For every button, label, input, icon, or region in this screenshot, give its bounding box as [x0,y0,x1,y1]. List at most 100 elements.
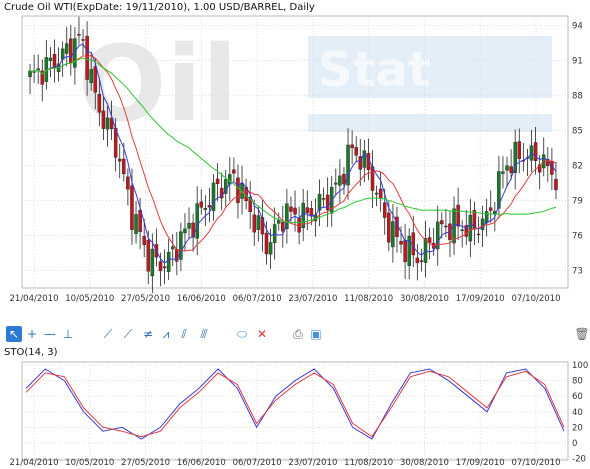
horizontal-line-icon[interactable]: — [44,327,56,341]
candle-body [281,222,285,232]
trend-line-icon[interactable]: ⟋ [103,327,113,341]
price-x-tick-label: 21/04/2010 [10,294,59,304]
candle-body [69,38,73,64]
sto-x-tick-label: 30/08/2010 [400,458,449,468]
candle-body [150,248,155,277]
candle-body [183,228,187,234]
candle-body [334,182,338,185]
candle-body [403,239,407,263]
candle-body [126,176,130,190]
drawing-toolbar: ↖ + — ⊥ ⟋ ⟋ ≠ ⩘ ⫽ ⫻ ⬭ ✕ ⎙ ▣ 🗑 [0,326,590,342]
candle-body [488,207,493,211]
candle-body [179,231,183,260]
delete-icon[interactable]: ✕ [256,327,268,341]
price-x-tick-label: 23/07/2010 [288,294,337,304]
candle-body [203,207,208,210]
sto-y-tick-label: 80 [572,377,583,387]
price-plot-frame [21,15,569,289]
candle-body [85,35,89,80]
watermark-stat-bg [308,36,552,98]
candle-body [101,110,106,129]
trash-icon[interactable]: 🗑 [574,327,590,341]
candle-body [346,144,350,186]
ma-mid-line [29,54,557,252]
candle-body [117,158,122,162]
chart-title: Crude Oil WTI(ExpDate: 19/11/2010), 1.00… [4,2,315,13]
candle-body [142,236,146,245]
candle-body [305,207,310,214]
candle-body [232,169,236,174]
price-x-tick-label: 06/07/2010 [233,294,282,304]
sto-y-tick-label: 20 [572,423,583,433]
save-icon[interactable]: ▣ [310,327,322,341]
candle-body [407,235,411,266]
comment-icon[interactable]: ⬭ [236,327,248,341]
sto-x-tick-label: 23/07/2010 [288,458,337,468]
candle-body [207,205,212,208]
candle-body [358,156,363,170]
candle-body [187,222,191,229]
candle-body [105,117,110,130]
sto-x-tick-label: 11/08/2010 [344,458,393,468]
price-x-tick-label: 17/09/2010 [456,294,505,304]
candle-body [293,207,297,215]
candle-body [456,204,460,227]
candle-body [260,217,265,235]
sto-plot-frame [21,361,569,461]
fibonacci-icon[interactable]: ⫽ [181,327,187,341]
sto-y-tick-label: 60 [572,392,583,402]
candle-body [138,209,142,233]
candle-body [81,39,85,41]
candle-body [64,43,69,54]
sto-title: STO(14, 3) [4,347,58,358]
candle-body [354,147,358,156]
channel-icon[interactable]: ≠ [142,327,154,341]
sto-x-tick-label: 27/05/2010 [121,458,170,468]
fan-icon[interactable]: ⩘ [162,327,170,341]
cursor-icon[interactable]: ↖ [6,326,22,342]
print-icon[interactable]: ⎙ [293,327,303,341]
candle-body [338,175,342,186]
candle-body [256,215,261,230]
candle-body [276,220,281,224]
sto-x-tick-label: 17/09/2010 [456,458,505,468]
candle-body [505,165,509,171]
candle-body [362,150,367,168]
price-y-tick-label: 85 [572,126,583,136]
candle-body [211,182,216,211]
candle-body [484,211,489,224]
crosshair-icon[interactable]: + [26,327,38,341]
vertical-line-icon[interactable]: ⊥ [62,327,74,341]
candle-body [146,239,151,272]
sto-x-tick-label: 10/05/2010 [65,458,114,468]
price-x-tick-label: 27/05/2010 [121,294,170,304]
candle-body [533,142,538,162]
candle-body [537,164,542,173]
candle-body [391,221,395,248]
candle-body [325,194,330,210]
price-y-tick-label: 79 [572,196,583,206]
watermark-stat: Stat [318,42,431,98]
candle-body [48,57,53,62]
fibonacci-fan-icon[interactable]: ⫻ [200,327,208,341]
candle-body [501,171,505,174]
candle-body [122,158,126,175]
sto-y-tick-label: 0 [572,439,577,449]
candle-body [191,222,195,238]
candle-body [497,171,501,209]
ray-icon[interactable]: ⟋ [123,327,133,341]
candle-body [350,144,354,149]
candle-body [399,241,403,245]
candle-body [134,214,138,234]
candle-body [480,218,485,230]
candle-body [415,257,420,264]
candle-body [419,260,424,262]
candle-body [460,229,464,232]
candle-body [170,246,175,250]
watermark-bar [308,114,552,132]
candle-body [158,261,163,271]
sto-x-tick-label: 16/06/2010 [177,458,226,468]
price-y-tick-label: 88 [572,91,583,101]
candle-body [440,220,444,225]
